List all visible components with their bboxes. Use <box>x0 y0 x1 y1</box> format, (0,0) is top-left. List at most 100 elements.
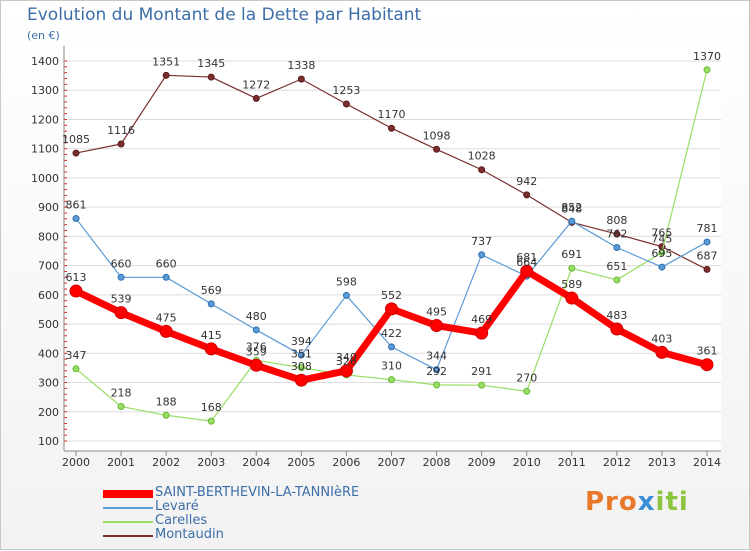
series-point-2 <box>207 417 215 425</box>
data-label: 469 <box>471 313 492 326</box>
logo-part-1: Pro <box>585 487 638 517</box>
y-tick-label: 700 <box>38 260 59 273</box>
series-point-3 <box>613 230 621 238</box>
data-label: 539 <box>111 293 132 306</box>
series-point-1 <box>433 366 441 374</box>
plot-area <box>64 46 721 451</box>
x-tick-label: 2014 <box>693 456 721 469</box>
x-tick-label: 2012 <box>603 456 631 469</box>
series-point-1 <box>252 326 260 334</box>
series-point-1 <box>162 273 170 281</box>
legend-swatch <box>103 521 153 523</box>
series-point-2 <box>568 264 576 272</box>
data-label: 660 <box>156 257 177 270</box>
y-tick-label: 500 <box>38 318 59 331</box>
series-point-3 <box>207 73 215 81</box>
data-label: 664 <box>516 256 537 269</box>
data-label: 569 <box>201 284 222 297</box>
series-point-3 <box>297 75 305 83</box>
data-label: 1116 <box>107 124 135 137</box>
data-label: 376 <box>246 340 267 353</box>
x-tick-label: 2004 <box>242 456 270 469</box>
data-label: 660 <box>111 257 132 270</box>
data-label: 1272 <box>242 78 270 91</box>
data-label: 218 <box>111 387 132 400</box>
data-label: 308 <box>291 360 312 373</box>
x-tick-label: 2009 <box>468 456 496 469</box>
data-label: 695 <box>651 247 672 260</box>
data-label: 848 <box>561 202 582 215</box>
data-label: 359 <box>246 345 267 358</box>
series-point-3 <box>162 71 170 79</box>
data-label: 1345 <box>197 57 225 70</box>
series-point-2 <box>433 381 441 389</box>
legend-swatch <box>103 535 153 537</box>
data-label: 1170 <box>378 108 406 121</box>
data-label: 598 <box>336 275 357 288</box>
series-point-0 <box>610 322 624 336</box>
series-point-3 <box>342 100 350 108</box>
series-point-0 <box>475 326 489 340</box>
data-label: 651 <box>606 260 627 273</box>
data-label: 691 <box>561 248 582 261</box>
series-point-1 <box>478 251 486 259</box>
series-point-0 <box>430 319 444 333</box>
x-tick-label: 2010 <box>513 456 541 469</box>
data-label: 942 <box>516 175 537 188</box>
series-point-3 <box>433 145 441 153</box>
series-point-0 <box>204 342 218 356</box>
series-point-1 <box>117 273 125 281</box>
x-tick-label: 2007 <box>378 456 406 469</box>
series-point-0 <box>114 306 128 320</box>
series-point-0 <box>294 373 308 387</box>
series-point-0 <box>565 291 579 305</box>
y-tick-label: 1100 <box>31 143 59 156</box>
x-tick-label: 2011 <box>558 456 586 469</box>
data-label: 291 <box>471 365 492 378</box>
y-tick-label: 1000 <box>31 172 59 185</box>
data-label: 613 <box>66 271 87 284</box>
series-point-0 <box>520 264 534 278</box>
data-label: 403 <box>651 332 672 345</box>
y-tick-label: 400 <box>38 347 59 360</box>
x-tick-label: 2008 <box>423 456 451 469</box>
legend-label: Levaré <box>155 499 199 514</box>
data-label: 781 <box>697 222 718 235</box>
series-point-2 <box>478 381 486 389</box>
x-tick-label: 2006 <box>332 456 360 469</box>
y-tick-label: 300 <box>38 377 59 390</box>
chart-title: Evolution du Montant de la Dette par Hab… <box>27 5 422 25</box>
legend-swatch <box>103 507 153 509</box>
data-label: 188 <box>156 395 177 408</box>
x-tick-label: 2000 <box>62 456 90 469</box>
y-tick-label: 1200 <box>31 113 59 126</box>
chart-unit-label: (en €) <box>27 29 60 42</box>
y-tick-label: 1300 <box>31 84 59 97</box>
data-label: 765 <box>651 227 672 240</box>
series-point-2 <box>523 387 531 395</box>
y-tick-label: 900 <box>38 201 59 214</box>
data-label: 861 <box>66 199 87 212</box>
x-tick-label: 2003 <box>197 456 225 469</box>
data-label: 326 <box>336 355 357 368</box>
legend-label: Carelles <box>155 513 208 528</box>
x-tick-label: 2001 <box>107 456 135 469</box>
series-point-0 <box>339 364 353 378</box>
series-point-2 <box>703 66 711 74</box>
series-point-1 <box>658 263 666 271</box>
data-label: 422 <box>381 327 402 340</box>
y-tick-label: 800 <box>38 230 59 243</box>
data-label: 681 <box>516 251 537 264</box>
data-label: 1253 <box>332 84 360 97</box>
logo-part-3: iti <box>655 487 689 517</box>
series-point-2 <box>72 365 80 373</box>
data-label: 1338 <box>287 59 315 72</box>
series-point-1 <box>703 238 711 246</box>
data-label: 168 <box>201 401 222 414</box>
data-label: 292 <box>426 365 447 378</box>
data-label: 1351 <box>152 55 180 68</box>
series-point-3 <box>72 149 80 157</box>
data-label: 1085 <box>62 133 90 146</box>
series-point-3 <box>117 140 125 148</box>
series-point-1 <box>72 215 80 223</box>
